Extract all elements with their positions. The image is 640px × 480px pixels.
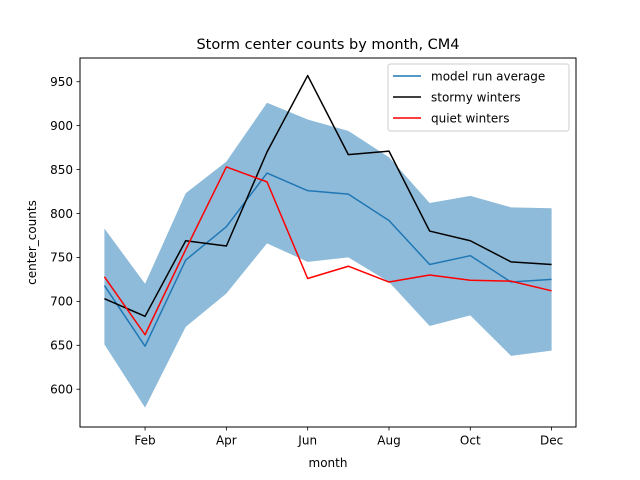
chart-title: Storm center counts by month, CM4: [196, 37, 459, 53]
y-tick-label: 600: [50, 383, 73, 397]
y-tick-label: 850: [50, 163, 73, 177]
legend-label-0: model run average: [431, 69, 545, 83]
x-tick-label: Jun: [297, 434, 317, 448]
y-tick-label: 750: [50, 251, 73, 265]
axes-layer: Feb Apr Jun Aug Oct Dec 600 650 700 750 800 850 900 9…: [50, 75, 563, 447]
y-tick-label: 800: [50, 207, 73, 221]
series-line-1: [104, 74, 552, 318]
y-tick-label: 650: [50, 339, 73, 353]
x-tick-label: Apr: [216, 434, 237, 448]
y-tick-label: 950: [50, 75, 73, 89]
y-tick-label: 900: [50, 119, 73, 133]
legend-box: [387, 63, 570, 132]
x-axis-label: month: [309, 456, 348, 470]
x-tick-label: Feb: [134, 434, 155, 448]
y-axis-label: center_counts: [25, 200, 39, 285]
plot-frame: [79, 57, 577, 428]
legend-label-2: quiet winters: [431, 111, 510, 125]
series-line-0: [103, 172, 552, 347]
plot-layer: [103, 74, 552, 408]
legend: model run average stormy winters quiet win…: [387, 63, 570, 132]
x-tick-label: Oct: [460, 434, 481, 448]
x-tick-label: Aug: [377, 434, 400, 448]
range-band: [104, 102, 552, 408]
legend-label-1: stormy winters: [431, 90, 521, 104]
series-line-2: [103, 166, 552, 336]
x-tick-label: Dec: [540, 434, 563, 448]
y-tick-label: 700: [50, 295, 73, 309]
